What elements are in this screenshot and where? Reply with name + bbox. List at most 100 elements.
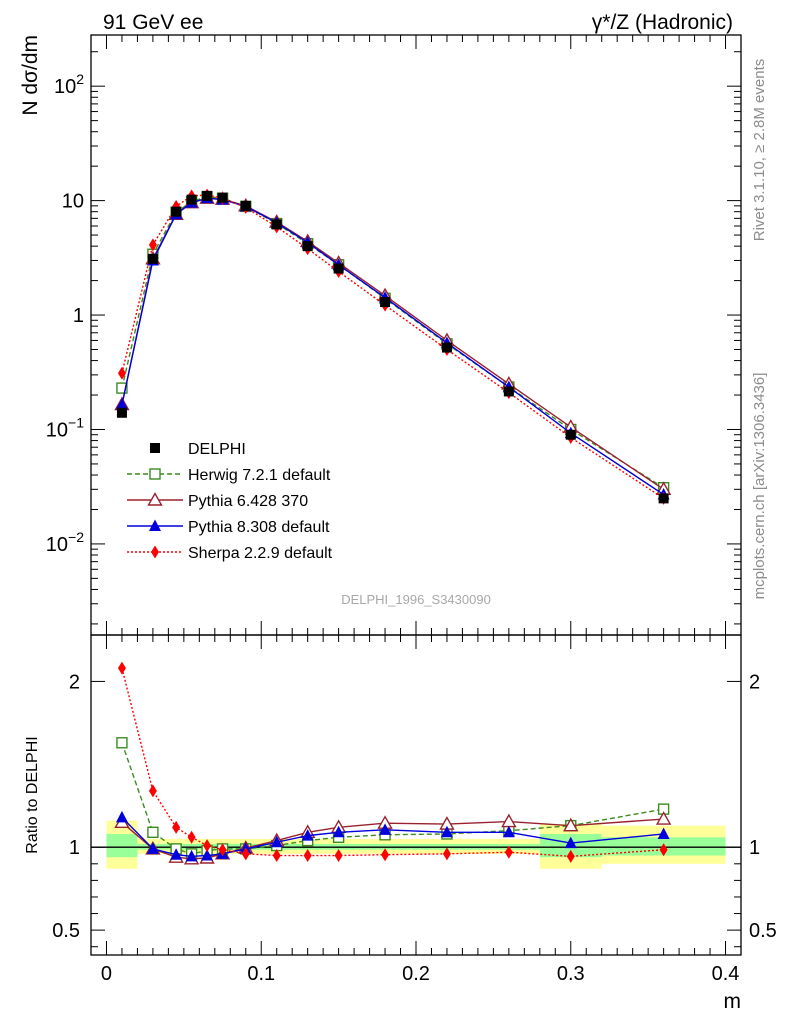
sherpa-ratio-point [241,847,250,861]
legend-marker [151,545,159,559]
sherpa-ratio-point [504,845,513,859]
legend-item-data: DELPHI [150,441,246,458]
sherpa-ratio-point [148,784,157,798]
sherpa-ratio-point [659,843,668,857]
x-tick-label: 0.1 [247,963,275,985]
sherpa-ratio-point [334,849,343,863]
sherpa-ratio-point [203,839,212,853]
pythia8-ratio-point [379,823,392,835]
pythia8-ratio-point [332,825,345,838]
ratio-y-ticks: 0.5 0.5 1 1 2 2 [52,671,777,948]
pythia8-point [115,398,128,410]
ratio-x-ticks: 0 0.1 0.2 0.3 0.4 [101,635,740,985]
main-x-ticks [105,35,727,635]
ratio-y-tick-label-right: 1 [749,837,760,859]
mcplots-label: mcplots.cern.ch [arXiv:1306.3436] [751,373,768,600]
data-point [658,493,669,504]
pythia8-ratio-point [301,829,314,841]
sherpa-ratio-point [172,820,181,834]
sherpa-ratio-point [381,848,390,862]
y-tick-label: 10−1 [46,414,84,441]
pythia6-ratio-point [655,811,672,825]
herwig-point [116,382,128,394]
sherpa-ratio-point [303,849,312,863]
ratio-inner-band [106,833,138,858]
legend: DELPHI Herwig 7.2.1 default Pythia 6.428 3… [127,441,333,562]
legend-label: DELPHI [188,441,246,458]
legend-label: Sherpa 2.2.9 default [188,545,333,562]
pythia8-ratio-point [185,849,198,862]
pythia8-ratio-point [564,836,577,849]
data-point [333,263,344,274]
herwig-ratio-point [116,737,128,749]
ratio-y-axis-label: Ratio to DELPHI [24,736,41,853]
y-tick-label: 102 [54,71,84,98]
y-tick-label: 10 [62,191,84,213]
legend-label: Pythia 8.308 default [188,519,330,536]
data-point [202,190,213,201]
pythia8-ratio-point [270,835,283,848]
ratio-y-tick-label: 0.5 [52,920,80,942]
x-tick-label: 0.2 [402,963,430,985]
x-tick-label: 0.4 [712,963,740,985]
data-point [171,206,182,217]
data-point [116,407,127,418]
ratio-y-tick-label: 2 [69,671,80,693]
data-point [147,253,158,264]
legend-item-sherpa: Sherpa 2.2.9 default [127,545,333,562]
chart-title-right: γ*/Z (Hadronic) [592,11,733,34]
sherpa-point [117,366,126,380]
main-series-layer [114,188,672,505]
legend-marker [149,468,161,480]
ratio-y-tick-label-right: 0.5 [749,920,777,942]
legend-label: Pythia 6.428 370 [188,493,308,510]
watermark-label: DELPHI_1996_S3430090 [341,592,491,607]
pythia8-ratio-point [170,848,183,860]
data-point [302,241,313,252]
sherpa-point [148,238,157,252]
pythia8-ratio-point [657,827,670,839]
ratio-panel-frame [90,634,742,956]
pythia8-ratio-point [201,849,214,861]
x-axis-label: m [724,990,742,1013]
ratio-series-layer [114,661,672,865]
pythia6-ratio-point [563,817,579,832]
sherpa-ratio-point [566,849,575,863]
ratio-y-tick-label-right: 2 [749,671,760,693]
herwig-ratio-point [147,826,159,839]
ratio-uncertainty-bands [106,820,726,869]
ratio-panel: 0.5 0.5 1 1 2 2 0 0.1 0.2 0.3 0.4 Ratio to DELPHI… [24,634,777,1013]
x-tick-label: 0.3 [557,963,585,985]
legend-item-pythia8: Pythia 8.308 default [127,519,330,536]
pythia8-ratio-point [115,810,128,823]
ratio-y-tick-label: 1 [69,837,80,859]
data-point [380,297,391,308]
pythia8-ratio-point [440,825,453,838]
legend-marker [150,443,160,453]
data-point [565,429,576,440]
legend-item-pythia6: Pythia 6.428 370 [127,492,308,510]
rivet-version-label: Rivet 3.1.10, ≥ 2.8M events [751,59,768,242]
sherpa-ratio-point [218,843,227,857]
legend-label: Herwig 7.2.1 default [188,467,331,484]
main-panel: 10−2 10−1 1 10 102 N dσ/dm DELPHI_1996_S3430… [19,34,742,636]
chart-title-left: 91 GeV ee [103,11,203,34]
sherpa-ratio-point [117,661,126,675]
data-point [217,192,228,203]
data-point [503,386,514,397]
sherpa-ratio-point [442,847,451,861]
data-point [441,342,452,353]
legend-marker [149,519,161,531]
y-tick-label: 10−2 [46,529,84,556]
pythia8-ratio-point [502,825,515,838]
pythia6-ratio-point [501,813,517,828]
data-point [186,194,197,205]
sherpa-ratio-point [272,849,281,863]
sherpa-ratio-point [187,830,196,844]
pythia8-ratio-point [146,842,159,854]
y-tick-label: 1 [73,305,84,327]
data-point [271,219,282,230]
x-tick-label: 0 [101,963,112,985]
main-y-ticks: 10−2 10−1 1 10 102 [46,51,741,625]
